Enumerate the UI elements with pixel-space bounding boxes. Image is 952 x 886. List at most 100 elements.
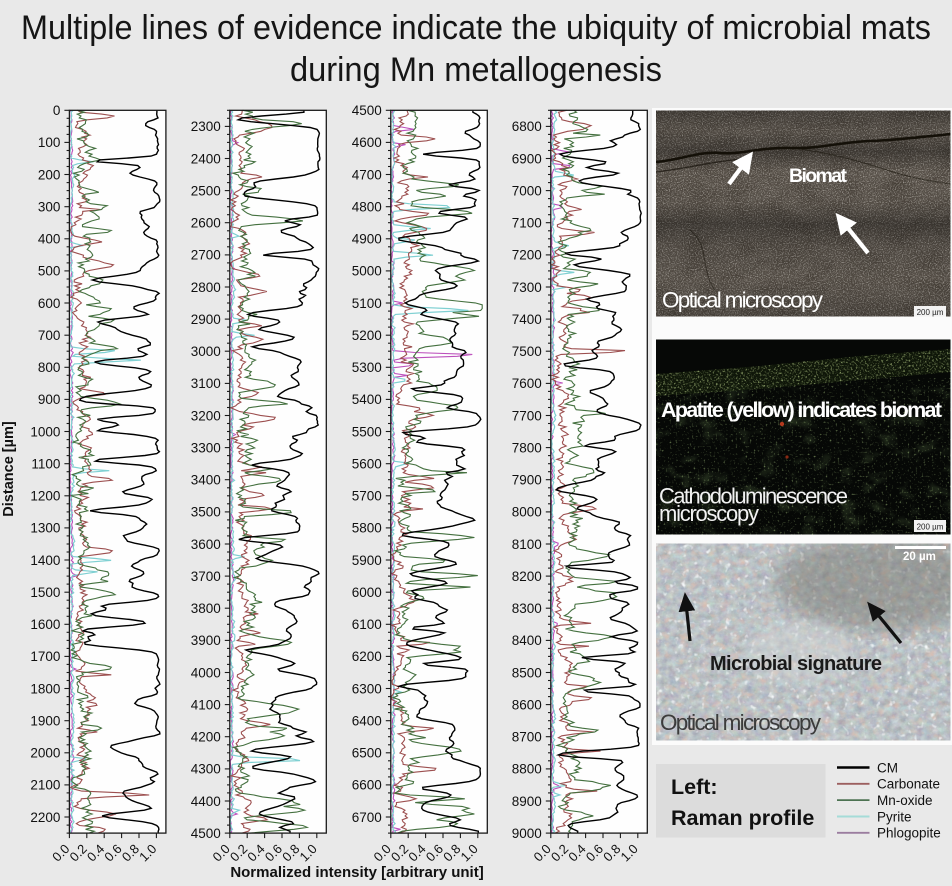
svg-text:8800: 8800 [512,762,542,777]
svg-text:3500: 3500 [191,505,221,520]
svg-text:200: 200 [38,167,61,182]
svg-text:2100: 2100 [30,778,60,793]
svg-text:3400: 3400 [191,473,221,488]
svg-text:4600: 4600 [352,135,382,150]
svg-text:6200: 6200 [352,649,382,664]
svg-text:200 µm: 200 µm [917,523,944,532]
svg-text:6800: 6800 [512,119,542,134]
svg-text:8500: 8500 [512,665,542,680]
svg-text:Multiple lines of evidence ind: Multiple lines of evidence indicate the … [21,9,931,47]
svg-text:5600: 5600 [352,457,382,472]
svg-text:700: 700 [38,328,61,343]
svg-text:300: 300 [38,200,61,215]
svg-text:Phlogopite: Phlogopite [877,826,941,841]
svg-text:1900: 1900 [30,714,60,729]
svg-text:Distance [µm]: Distance [µm] [1,421,17,517]
svg-text:6600: 6600 [352,778,382,793]
svg-text:3600: 3600 [191,537,221,552]
svg-text:7700: 7700 [512,408,542,423]
svg-text:5800: 5800 [352,521,382,536]
svg-text:8100: 8100 [512,537,542,552]
svg-text:Apatite (yellow) indicates bio: Apatite (yellow) indicates biomat [661,398,942,422]
svg-text:1800: 1800 [30,681,60,696]
svg-text:microscopy: microscopy [659,501,759,526]
svg-text:6100: 6100 [352,617,382,632]
svg-text:3100: 3100 [191,376,221,391]
svg-text:400: 400 [38,232,61,247]
svg-text:2800: 2800 [191,280,221,295]
svg-text:7500: 7500 [512,344,542,359]
svg-text:Carbonate: Carbonate [877,777,940,792]
svg-text:1200: 1200 [30,489,60,504]
svg-text:1500: 1500 [30,585,60,600]
svg-text:100: 100 [38,135,61,150]
svg-text:9000: 9000 [512,826,542,841]
svg-text:4000: 4000 [191,665,221,680]
svg-text:7400: 7400 [512,312,542,327]
svg-text:5700: 5700 [352,489,382,504]
svg-text:600: 600 [38,296,61,311]
svg-text:7800: 7800 [512,440,542,455]
svg-text:7200: 7200 [512,248,542,263]
svg-text:8200: 8200 [512,569,542,584]
svg-text:6400: 6400 [352,714,382,729]
svg-text:4800: 4800 [352,200,382,215]
svg-text:8600: 8600 [512,697,542,712]
svg-text:7300: 7300 [512,280,542,295]
svg-text:5900: 5900 [352,553,382,568]
svg-text:900: 900 [38,392,61,407]
svg-text:800: 800 [38,360,61,375]
svg-text:8000: 8000 [512,505,542,520]
svg-text:Cathodoluminescence: Cathodoluminescence [659,484,848,509]
svg-text:5300: 5300 [352,360,382,375]
svg-text:3800: 3800 [191,601,221,616]
svg-text:2200: 2200 [30,810,60,825]
svg-text:4200: 4200 [191,730,221,745]
svg-text:4300: 4300 [191,762,221,777]
svg-text:5200: 5200 [352,328,382,343]
svg-text:2900: 2900 [191,312,221,327]
svg-text:6000: 6000 [352,585,382,600]
svg-text:6500: 6500 [352,746,382,761]
svg-text:2400: 2400 [191,151,221,166]
svg-text:Optical microscopy: Optical microscopy [662,288,824,313]
svg-text:8300: 8300 [512,601,542,616]
svg-text:CM: CM [877,760,898,775]
svg-text:Mn-oxide: Mn-oxide [877,793,933,808]
svg-text:2700: 2700 [191,248,221,263]
svg-text:500: 500 [38,264,61,279]
svg-text:1300: 1300 [30,521,60,536]
svg-text:8400: 8400 [512,633,542,648]
svg-text:1000: 1000 [30,424,60,439]
svg-text:8900: 8900 [512,794,542,809]
svg-text:5100: 5100 [352,296,382,311]
svg-text:2500: 2500 [191,183,221,198]
svg-text:Raman profile: Raman profile [671,806,814,830]
svg-text:4100: 4100 [191,697,221,712]
svg-text:1600: 1600 [30,617,60,632]
svg-text:Pyrite: Pyrite [877,809,912,824]
svg-text:2600: 2600 [191,216,221,231]
svg-text:2000: 2000 [30,746,60,761]
svg-text:5400: 5400 [352,392,382,407]
svg-text:0: 0 [53,103,61,118]
svg-text:Optical microscopy: Optical microscopy [660,710,822,735]
svg-text:7600: 7600 [512,376,542,391]
svg-text:4500: 4500 [352,103,382,118]
svg-text:6300: 6300 [352,681,382,696]
svg-text:3700: 3700 [191,569,221,584]
svg-text:20 µm: 20 µm [903,551,936,563]
svg-text:3000: 3000 [191,344,221,359]
svg-text:7900: 7900 [512,473,542,488]
svg-text:200 µm: 200 µm [917,308,944,317]
svg-text:1400: 1400 [30,553,60,568]
svg-text:3900: 3900 [191,633,221,648]
svg-text:4900: 4900 [352,232,382,247]
svg-text:Normalized intensity [arbitrar: Normalized intensity [arbitrary unit] [230,864,483,881]
svg-text:4700: 4700 [352,167,382,182]
svg-text:1700: 1700 [30,649,60,664]
svg-text:6700: 6700 [352,810,382,825]
svg-text:5500: 5500 [352,424,382,439]
svg-text:4400: 4400 [191,794,221,809]
svg-text:8700: 8700 [512,730,542,745]
